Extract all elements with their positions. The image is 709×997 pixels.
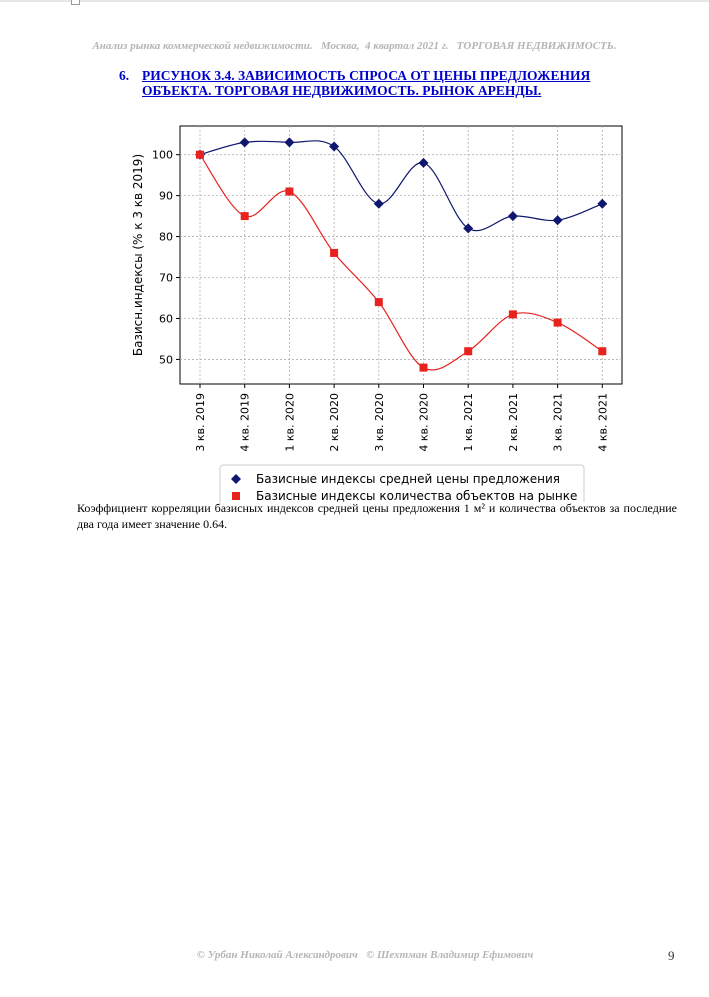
plot-area — [179, 125, 623, 385]
x-tick-label: 2 кв. 2021 — [507, 393, 520, 452]
data-point — [284, 137, 295, 148]
data-point — [329, 141, 340, 152]
x-tick-label: 2 кв. 2020 — [328, 393, 341, 452]
legend-label: Базисные индексы количества объектов на … — [256, 489, 577, 502]
data-point — [597, 198, 608, 209]
page-number: 9 — [668, 948, 675, 963]
x-tick-label: 1 кв. 2020 — [283, 393, 296, 452]
figure-number: 6. — [119, 68, 130, 83]
chart: 50 60 70 80 90 100 3 кв. 2019 4 кв. 2019 1 кв. … — [128, 118, 638, 502]
y-tick-label: 70 — [159, 272, 173, 285]
x-tick-label: 4 кв. 2020 — [418, 393, 431, 452]
legend: Базисные индексы средней цены предложени… — [219, 464, 585, 502]
data-point — [507, 211, 518, 222]
legend-box — [219, 464, 585, 502]
legend-label: Базисные индексы средней цены предложени… — [256, 472, 560, 486]
x-tick-label: 4 кв. 2021 — [596, 393, 609, 452]
y-tick-label: 80 — [159, 231, 173, 244]
series-line — [199, 154, 603, 371]
series-2 — [196, 150, 607, 372]
data-point — [240, 212, 249, 221]
x-tick-labels: 3 кв. 2019 4 кв. 2019 1 кв. 2020 2 кв. 2020… — [194, 393, 609, 452]
data-point — [239, 137, 250, 148]
x-tick-label: 3 кв. 2020 — [373, 393, 386, 452]
y-axis-label: Базисн.индексы (% к 3 кв 2019) — [131, 154, 145, 356]
x-tick-label: 3 кв. 2021 — [552, 393, 565, 452]
top-border — [0, 0, 709, 2]
y-tick-label: 50 — [159, 353, 173, 366]
x-tick-label: 1 кв. 2021 — [462, 393, 475, 452]
data-point — [196, 150, 204, 159]
y-tick-label: 90 — [159, 190, 173, 203]
data-point — [552, 215, 563, 226]
data-point — [598, 347, 607, 356]
data-point — [374, 298, 383, 307]
page-header: Анализ рынка коммерческой недвижимости. … — [92, 40, 617, 52]
x-tick-label: 3 кв. 2019 — [194, 393, 207, 452]
correlation-paragraph: Коэффициент корреляции базисных индексов… — [77, 501, 677, 531]
data-point — [285, 187, 294, 196]
data-point — [373, 198, 384, 209]
data-point — [463, 223, 474, 234]
text-boundary-marker — [71, 0, 80, 5]
series-line — [199, 140, 603, 232]
legend-marker — [232, 492, 240, 500]
y-tick-label: 60 — [159, 312, 173, 325]
chart-svg: 50 60 70 80 90 100 3 кв. 2019 4 кв. 2019 1 кв. … — [131, 125, 623, 502]
data-point — [418, 157, 429, 168]
y-tick-label: 100 — [152, 149, 173, 162]
figure-title-text: РИСУНОК 3.4. ЗАВИСИМОСТЬ СПРОСА ОТ ЦЕНЫ … — [142, 68, 591, 98]
data-point — [419, 363, 428, 372]
legend-marker — [231, 474, 241, 484]
grid — [176, 126, 622, 388]
x-tick-label: 4 кв. 2019 — [239, 393, 252, 452]
series — [195, 137, 608, 372]
data-point — [508, 310, 517, 319]
data-point — [553, 318, 562, 327]
page-footer: © Урбан Николай Александрович © Шехтман … — [196, 949, 534, 961]
data-point — [464, 347, 473, 356]
y-tick-labels: 50 60 70 80 90 100 — [152, 149, 173, 367]
data-point — [330, 248, 339, 257]
